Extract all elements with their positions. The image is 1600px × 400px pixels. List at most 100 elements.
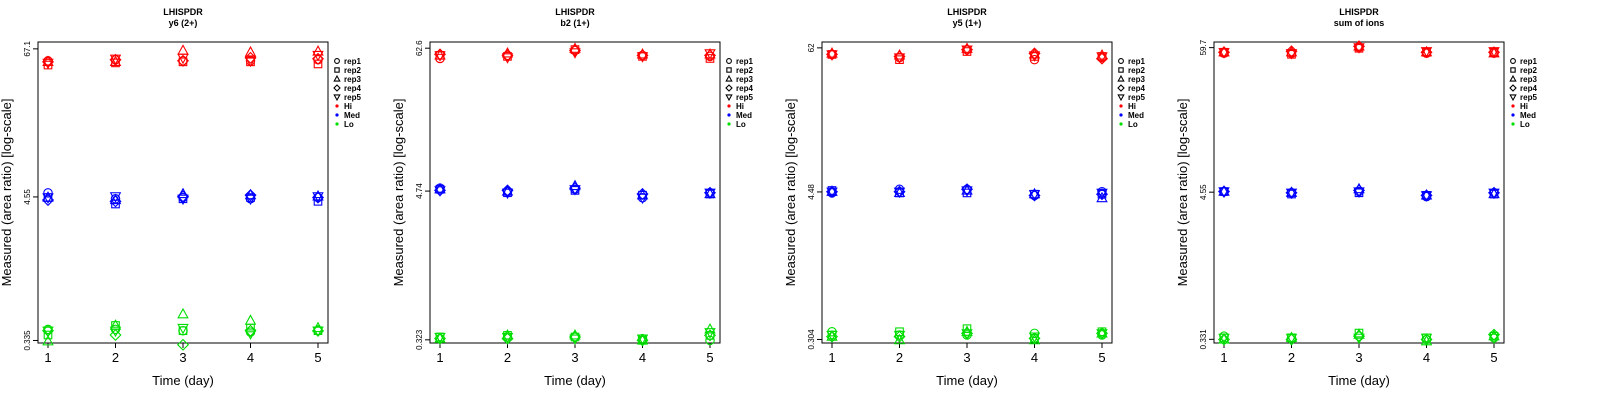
x-tick-label: 4 <box>639 350 646 365</box>
data-point-lo-rep5 <box>244 329 257 340</box>
x-tick-label: 4 <box>1423 350 1430 365</box>
data-point-med-rep5 <box>569 185 581 196</box>
legend-label-hi: Hi <box>344 102 352 111</box>
data-point-med-rep5 <box>1218 187 1230 198</box>
data-point-med-rep5 <box>704 188 716 200</box>
triangle-up-icon <box>1509 74 1517 82</box>
data-point-hi-rep5 <box>501 53 514 64</box>
plot-frame <box>821 41 1113 344</box>
data-point-hi-rep5 <box>109 54 122 66</box>
data-point-med-rep5 <box>893 187 906 199</box>
data-point-hi-rep5 <box>1096 52 1108 63</box>
data-point-med-rep3 <box>434 182 446 194</box>
data-point-hi-rep3 <box>636 47 649 59</box>
data-point-hi-rep3 <box>893 49 906 60</box>
x-axis-label: Time (day) <box>936 373 998 388</box>
x-tick-label: 2 <box>896 350 903 365</box>
data-point-lo-rep4 <box>109 328 122 342</box>
data-point-hi-rep4 <box>1095 52 1109 65</box>
legend-label-lo: Lo <box>1128 120 1138 129</box>
square-icon <box>1510 67 1516 73</box>
data-point-med-rep5 <box>961 186 973 197</box>
triangle-down-icon <box>333 94 341 102</box>
data-point-lo-rep2 <box>43 330 53 340</box>
legend-label-med: Med <box>736 111 752 120</box>
legend-label-rep3: rep3 <box>1520 75 1537 84</box>
data-point-hi-rep4 <box>176 54 190 67</box>
data-point-med-rep4 <box>244 189 257 202</box>
x-tick-label: 1 <box>44 350 51 365</box>
data-point-hi-rep5 <box>1218 48 1230 59</box>
legend-dot-med <box>1119 113 1123 117</box>
data-point-hi-rep5 <box>893 53 906 64</box>
square-icon <box>334 67 340 73</box>
x-tick-label: 5 <box>706 350 713 365</box>
x-tick-label: 2 <box>112 350 119 365</box>
x-tick-label: 2 <box>504 350 511 365</box>
data-point-med-rep5 <box>244 194 257 206</box>
data-point-hi-rep3 <box>1353 40 1365 51</box>
chart-title: LHISPDR <box>163 7 203 17</box>
data-point-med-rep5 <box>501 188 514 200</box>
data-point-lo-rep5 <box>434 332 446 344</box>
x-tick-label: 2 <box>1288 350 1295 365</box>
data-point-hi-rep4 <box>703 49 717 62</box>
triangle-down-icon <box>725 94 733 102</box>
data-point-med-rep4 <box>41 194 55 207</box>
circle-icon <box>334 58 340 64</box>
data-point-med-rep3 <box>1218 185 1230 196</box>
data-point-lo-rep3 <box>501 328 514 340</box>
legend-dot-hi <box>1511 104 1515 108</box>
legend-label-rep2: rep2 <box>1520 66 1537 75</box>
legend-dot-hi <box>1119 104 1123 108</box>
data-point-med-rep5 <box>177 194 189 206</box>
data-point-hi-rep5 <box>1353 43 1365 54</box>
legend-label-rep5: rep5 <box>344 93 361 102</box>
data-point-hi-rep5 <box>244 56 257 68</box>
data-point-med-rep5 <box>636 193 649 205</box>
diamond-icon <box>725 84 733 92</box>
y-tick-label: 0.304 <box>807 329 816 350</box>
circle-icon <box>726 58 732 64</box>
chart-subtitle: y5 (1+) <box>953 18 982 28</box>
data-point-hi-rep3 <box>42 55 54 66</box>
diamond-icon <box>333 84 341 92</box>
square-icon <box>1118 67 1124 73</box>
data-point-hi-rep3 <box>1096 49 1108 60</box>
data-point-hi-rep5 <box>1420 47 1433 58</box>
data-point-med-rep5 <box>1285 188 1298 200</box>
y-axis-label: Measured (area ratio) [log-scale] <box>391 99 406 287</box>
data-point-lo-rep2 <box>962 324 972 334</box>
y-tick-label: 62 <box>807 43 816 52</box>
data-point-med-rep5 <box>42 193 54 204</box>
data-point-lo-rep5 <box>569 334 581 346</box>
data-point-hi-rep5 <box>636 52 649 63</box>
data-points <box>825 42 1109 345</box>
x-tick-label: 5 <box>1490 350 1497 365</box>
legend-label-rep1: rep1 <box>736 57 753 66</box>
data-point-lo-rep4 <box>176 338 190 351</box>
data-point-hi-rep3 <box>1218 45 1230 57</box>
legend-label-rep3: rep3 <box>344 75 361 84</box>
data-point-med-rep5 <box>1096 188 1108 200</box>
data-point-hi-rep3 <box>177 44 189 55</box>
x-tick-label: 1 <box>1220 350 1227 365</box>
triangle-down-icon <box>1509 94 1517 102</box>
chart-subtitle: y6 (2+) <box>169 18 198 28</box>
circle-icon <box>1118 58 1124 64</box>
legend-label-med: Med <box>1128 111 1144 120</box>
y-tick-label: 62.6 <box>415 40 424 56</box>
legend-dot-lo <box>335 122 339 126</box>
legend-label-rep1: rep1 <box>1128 57 1145 66</box>
data-point-med-rep4 <box>109 195 122 208</box>
legend-label-rep2: rep2 <box>1128 66 1145 75</box>
data-point-lo-rep5 <box>704 328 716 339</box>
legend-label-rep3: rep3 <box>736 75 753 84</box>
legend-label-lo: Lo <box>1520 120 1530 129</box>
data-point-lo-rep5 <box>42 326 54 338</box>
legend-label-lo: Lo <box>344 120 354 129</box>
data-point-lo-rep5 <box>177 323 189 335</box>
